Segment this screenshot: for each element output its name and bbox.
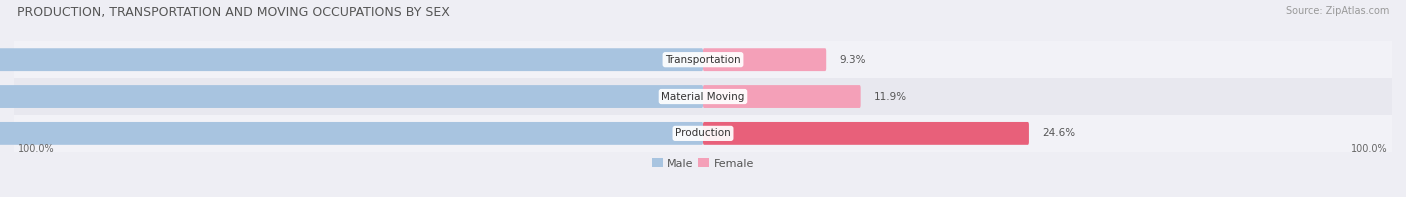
Text: 100.0%: 100.0% [1351,144,1388,154]
FancyBboxPatch shape [703,85,860,108]
FancyBboxPatch shape [0,48,703,71]
Text: 24.6%: 24.6% [1042,128,1076,138]
Legend: Male, Female: Male, Female [652,158,754,169]
Text: 100.0%: 100.0% [18,144,55,154]
Bar [14,115,1392,152]
FancyBboxPatch shape [703,48,827,71]
Text: 9.3%: 9.3% [839,55,866,65]
Text: Source: ZipAtlas.com: Source: ZipAtlas.com [1285,6,1389,16]
FancyBboxPatch shape [0,85,703,108]
Bar [14,78,1392,115]
FancyBboxPatch shape [0,122,703,145]
Text: Transportation: Transportation [665,55,741,65]
Text: 11.9%: 11.9% [875,92,907,101]
Text: PRODUCTION, TRANSPORTATION AND MOVING OCCUPATIONS BY SEX: PRODUCTION, TRANSPORTATION AND MOVING OC… [17,6,450,19]
FancyBboxPatch shape [703,122,1029,145]
Text: Production: Production [675,128,731,138]
Text: Material Moving: Material Moving [661,92,745,101]
Bar [14,41,1392,78]
